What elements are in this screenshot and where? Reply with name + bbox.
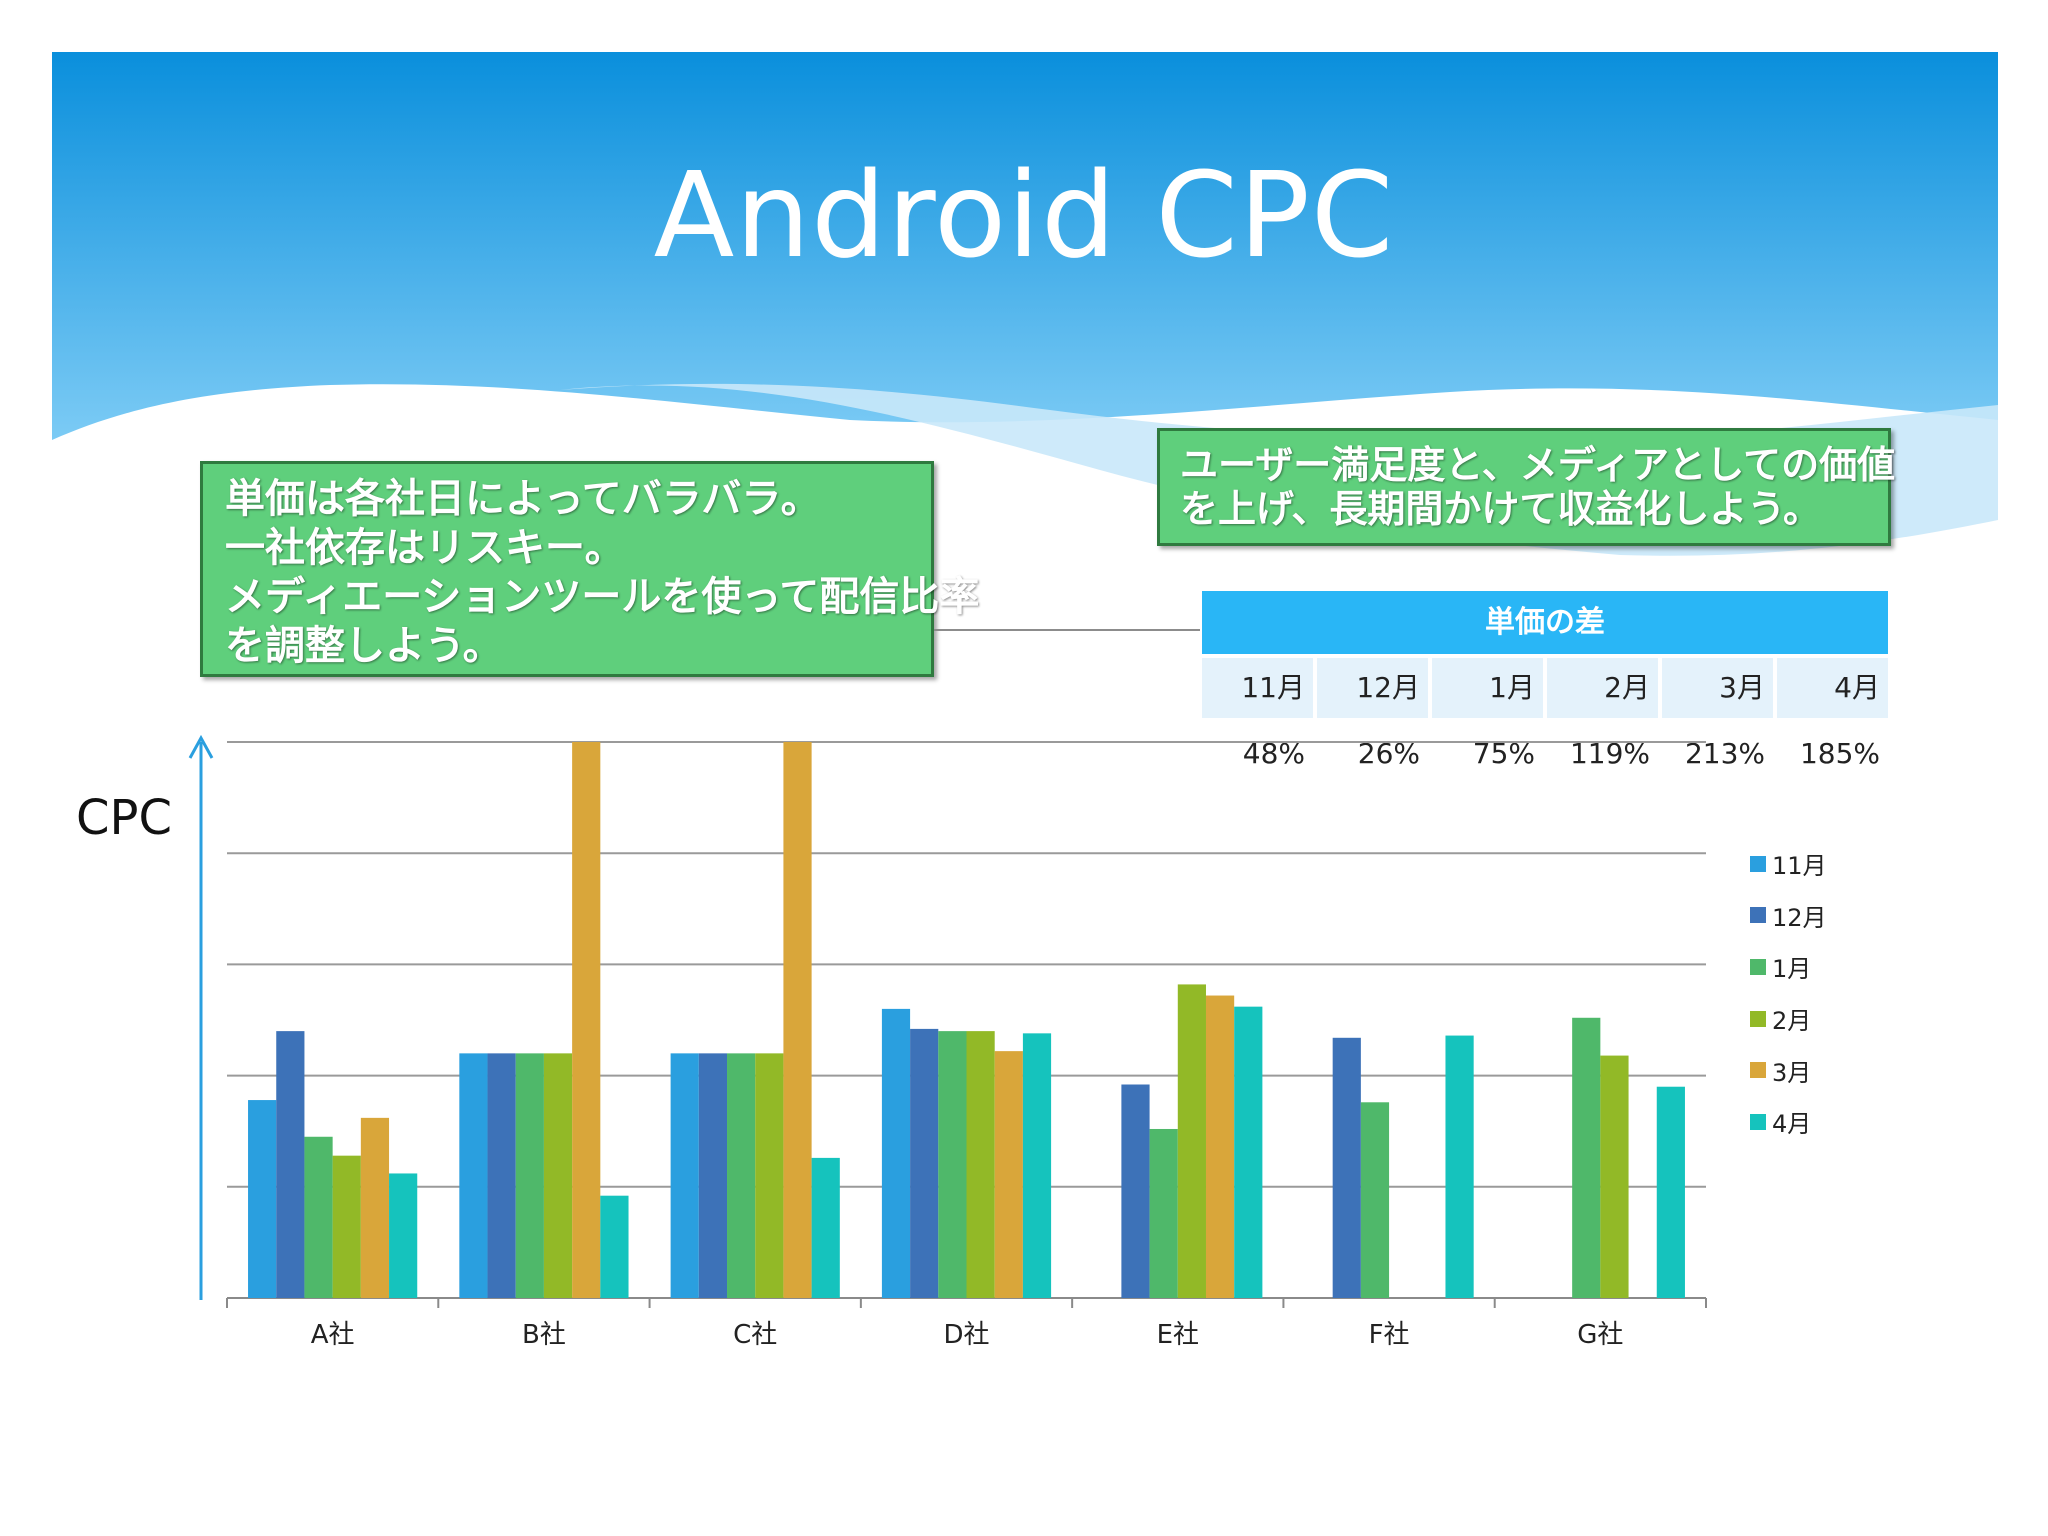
bar [1121, 1084, 1150, 1298]
bar [938, 1031, 967, 1298]
diff-month-cell: 4月 [1777, 658, 1888, 718]
x-tick-label: A社 [311, 1320, 355, 1350]
legend-item: 2月 [1750, 993, 1827, 1045]
bar [966, 1031, 995, 1298]
bar [1205, 995, 1235, 1298]
callout-line: 単価は各社日によってバラバラ。 [225, 475, 821, 522]
bar [332, 1155, 361, 1298]
chart-legend: 11月 12月 1月 2月 3月 4月 [1750, 838, 1827, 1148]
bar [248, 1100, 277, 1298]
bar [670, 1053, 699, 1298]
x-tick-label: B社 [522, 1320, 566, 1350]
x-tick-label: D社 [943, 1320, 989, 1350]
x-tick-label: G社 [1577, 1320, 1623, 1350]
legend-item: 3月 [1750, 1044, 1827, 1096]
legend-item: 12月 [1750, 890, 1827, 942]
slide-title: Android CPC [653, 146, 1395, 284]
bar [487, 1053, 516, 1298]
bar [304, 1136, 333, 1298]
diff-month-cell: 1月 [1432, 658, 1543, 718]
legend-item: 11月 [1750, 838, 1827, 890]
bar [389, 1173, 418, 1298]
legend-swatch [1750, 855, 1766, 872]
bar [543, 1053, 573, 1298]
legend-item: 4月 [1750, 1096, 1827, 1148]
diff-table-title: 単価の差 [1202, 591, 1888, 654]
legend-label: 11月 [1772, 852, 1827, 881]
bar [600, 1195, 629, 1298]
legend-label: 1月 [1772, 955, 1812, 984]
bar [276, 1031, 305, 1298]
bar [755, 1053, 784, 1298]
bar [783, 742, 812, 1298]
legend-label: 4月 [1772, 1110, 1812, 1139]
bar [515, 1053, 544, 1298]
callout-line: 一社依存はリスキー。 [225, 524, 625, 571]
bar [1445, 1035, 1474, 1298]
callout-line: ユーザー満足度と、メディアとしての価値 [1180, 442, 1896, 487]
bar [811, 1157, 840, 1298]
legend-swatch [1750, 1062, 1766, 1079]
callout-line: を上げ、長期間かけて収益化しよう。 [1180, 486, 1822, 531]
legend-label: 2月 [1772, 1007, 1812, 1036]
legend-label: 12月 [1772, 903, 1827, 932]
bar [910, 1028, 939, 1298]
bar [727, 1053, 756, 1298]
diff-value-cell: 185% [1799, 737, 1880, 770]
diff-month-cell: 12月 [1317, 658, 1428, 718]
y-axis-title: CPC [76, 790, 172, 846]
callout-line: を調整しよう。 [225, 622, 503, 669]
bar [881, 1008, 911, 1298]
legend-label: 3月 [1772, 1058, 1812, 1087]
legend-swatch [1750, 1010, 1766, 1027]
header-banner [52, 52, 1998, 440]
legend-swatch [1750, 907, 1766, 924]
diff-month-cell: 3月 [1662, 658, 1773, 718]
bar [1600, 1055, 1629, 1298]
risk-callout: 単価は各社日によってバラバラ。 一社依存はリスキー。 メディエーションツールを使… [200, 461, 980, 677]
bar [698, 1053, 728, 1298]
x-tick-label: E社 [1157, 1320, 1199, 1350]
bar [1332, 1037, 1361, 1298]
callout-connector-line [934, 629, 1200, 631]
diff-months-row: 11月 12月 1月 2月 3月 4月 [1202, 658, 1888, 718]
bar [1656, 1086, 1685, 1298]
legend-swatch [1750, 1113, 1766, 1130]
bar [1572, 1017, 1601, 1298]
bar [360, 1117, 390, 1298]
callout-line: メディエーションツールを使って配信比率 [225, 573, 980, 620]
bar [1149, 1128, 1178, 1298]
bar [1234, 1006, 1263, 1298]
legend-item: 1月 [1750, 941, 1827, 993]
bar [1022, 1033, 1052, 1298]
diff-month-cell: 11月 [1202, 658, 1313, 718]
bar [572, 742, 601, 1298]
bar [1177, 984, 1206, 1298]
diff-month-cell: 2月 [1547, 658, 1658, 718]
value-callout: ユーザー満足度と、メディアとしての価値 を上げ、長期間かけて収益化しよう。 [1157, 428, 1896, 546]
bar [459, 1053, 488, 1298]
bar [1360, 1102, 1390, 1298]
x-tick-label: C社 [733, 1320, 777, 1350]
y-axis-arrow-head [188, 734, 214, 759]
x-tick-label: F社 [1369, 1320, 1410, 1350]
bar [994, 1051, 1023, 1298]
legend-swatch [1750, 958, 1766, 975]
